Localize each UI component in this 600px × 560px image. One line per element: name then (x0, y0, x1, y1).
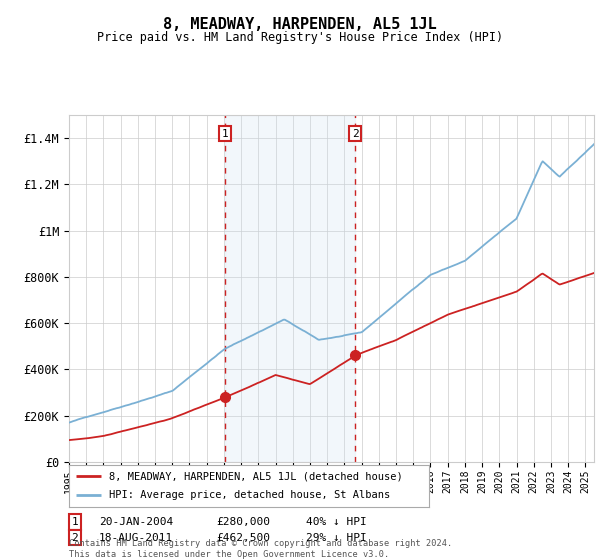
Text: £462,500: £462,500 (216, 533, 270, 543)
Text: 20-JAN-2004: 20-JAN-2004 (99, 517, 173, 527)
Text: 2: 2 (352, 129, 359, 139)
Bar (225, 115, 355, 462)
Text: 40% ↓ HPI: 40% ↓ HPI (306, 517, 367, 527)
Text: £280,000: £280,000 (216, 517, 270, 527)
Text: 8, MEADWAY, HARPENDEN, AL5 1JL: 8, MEADWAY, HARPENDEN, AL5 1JL (163, 17, 437, 32)
Text: 2: 2 (71, 533, 79, 543)
Text: 1: 1 (221, 129, 228, 139)
Text: 29% ↓ HPI: 29% ↓ HPI (306, 533, 367, 543)
Text: 18-AUG-2011: 18-AUG-2011 (99, 533, 173, 543)
Text: HPI: Average price, detached house, St Albans: HPI: Average price, detached house, St A… (109, 491, 390, 501)
Text: Contains HM Land Registry data © Crown copyright and database right 2024.
This d: Contains HM Land Registry data © Crown c… (69, 539, 452, 559)
Text: Price paid vs. HM Land Registry's House Price Index (HPI): Price paid vs. HM Land Registry's House … (97, 31, 503, 44)
Text: 8, MEADWAY, HARPENDEN, AL5 1JL (detached house): 8, MEADWAY, HARPENDEN, AL5 1JL (detached… (109, 471, 403, 481)
Text: 1: 1 (71, 517, 79, 527)
